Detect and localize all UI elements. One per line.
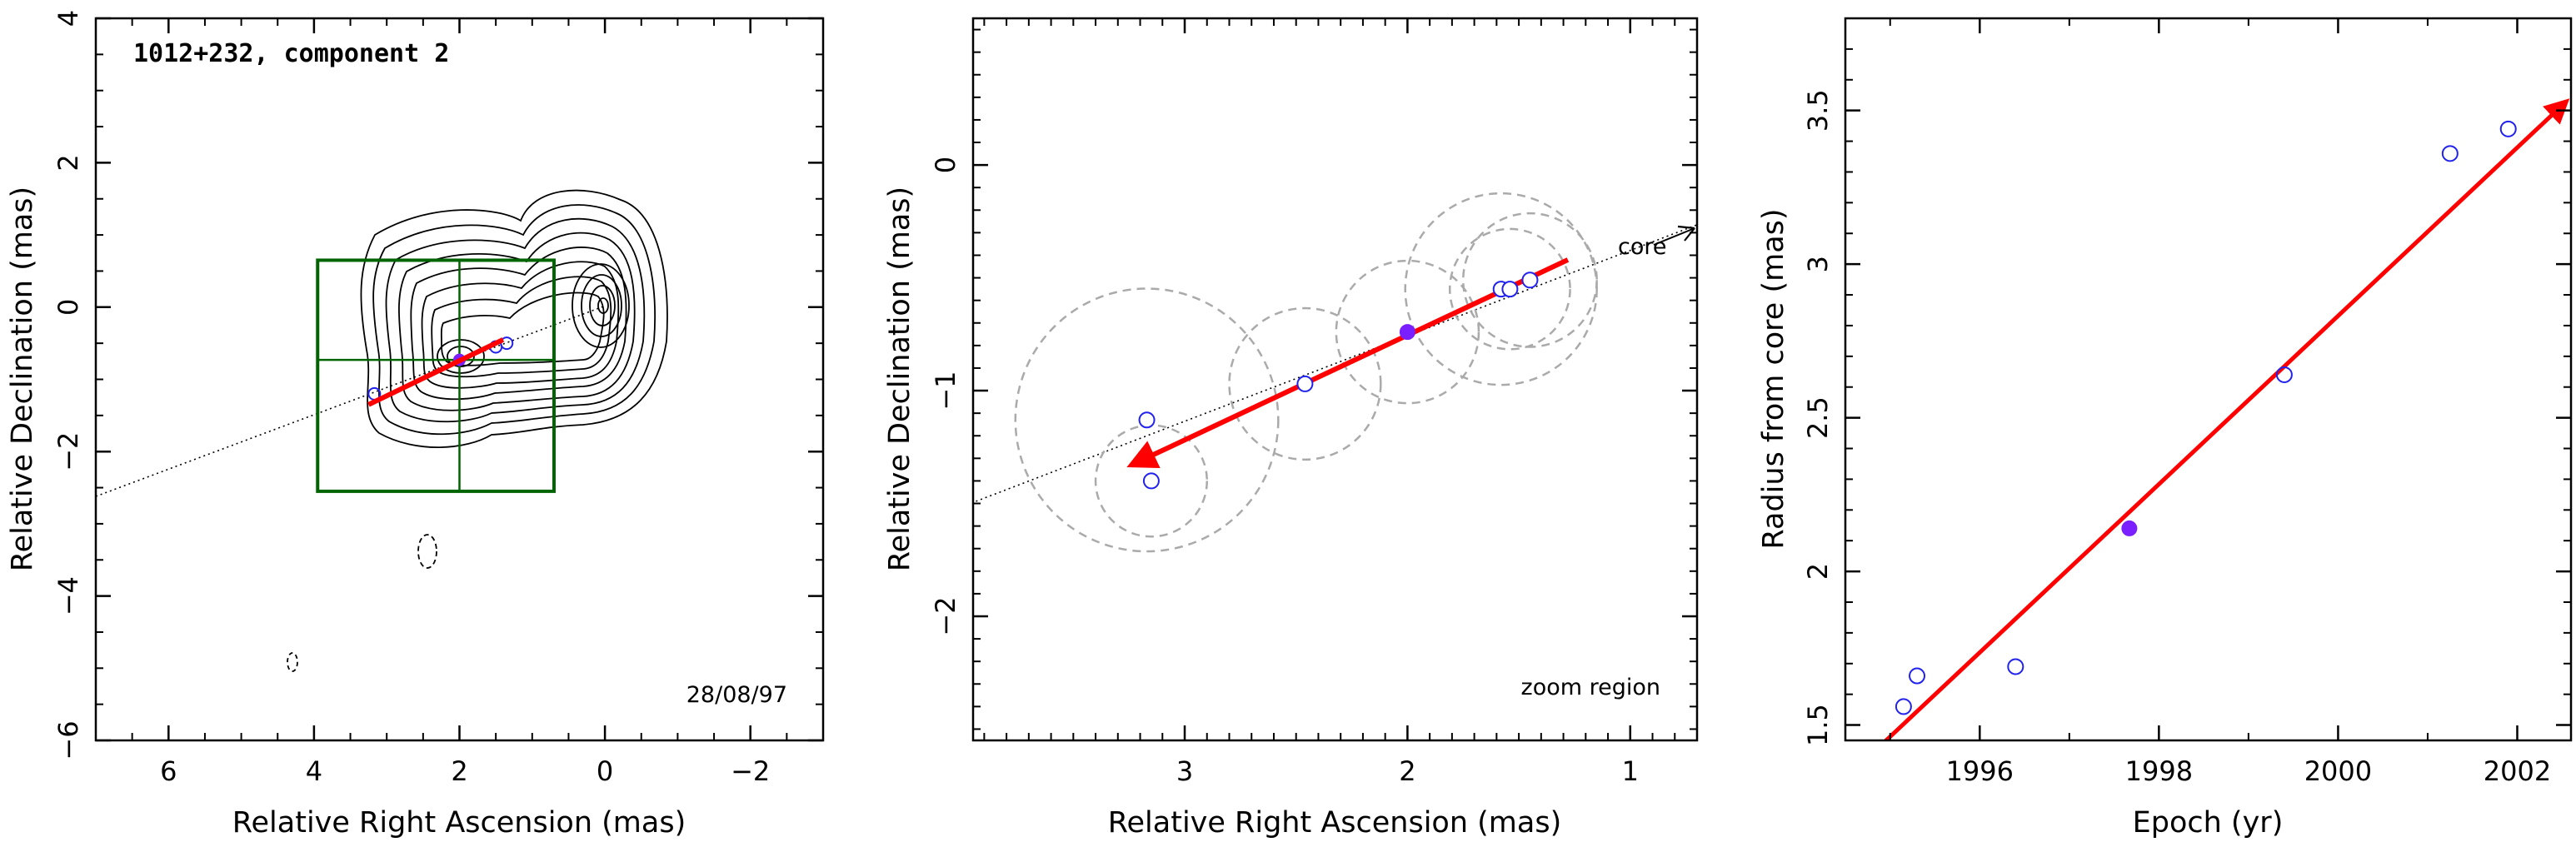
error-circle <box>1014 287 1280 553</box>
panel1-xtick-label: 6 <box>160 755 177 787</box>
panel3-xtick-label: 1996 <box>1946 755 2014 787</box>
contour-6 <box>421 261 620 389</box>
panel1-ytick-label: −2 <box>52 432 84 471</box>
contour-2 <box>372 204 656 436</box>
component-position-point <box>1296 375 1314 392</box>
contour-core-12 <box>597 297 609 314</box>
panel1-ytick-label: 2 <box>52 154 84 171</box>
panel3-xlabel: Epoch (yr) <box>2133 806 2284 840</box>
panel1-ytick-label: 0 <box>52 299 84 316</box>
panel2-xtick-label: 2 <box>1399 755 1415 787</box>
error-circle <box>1404 192 1598 386</box>
panel3-ytick-label: 2.5 <box>1802 396 1834 439</box>
panel2-xlabel: Relative Right Ascension (mas) <box>1108 806 1561 840</box>
panel3-ytick-label: 3.5 <box>1802 89 1834 132</box>
contour-7 <box>431 276 612 378</box>
radius-point <box>2441 145 2459 162</box>
line-of-motion <box>96 305 607 497</box>
zoom-box <box>316 258 556 493</box>
panel3-xtick-label: 1998 <box>2125 755 2193 787</box>
panel2-ylabel: Relative Declination (mas) <box>883 187 916 571</box>
error-circle <box>1335 259 1480 405</box>
panel1-xtick-label: 0 <box>597 755 613 787</box>
component-position-point <box>1501 281 1519 298</box>
core-label: core <box>1618 234 1666 260</box>
core-direction-arrow <box>1653 227 1695 246</box>
panel3-ytick-label: 1.5 <box>1802 704 1834 746</box>
panel2-ytick-label: −1 <box>930 371 961 410</box>
axes-frame-2 <box>971 17 1699 742</box>
radius-point <box>2275 366 2293 383</box>
radius-point <box>1909 667 1926 685</box>
fit-arrow <box>1883 98 2570 740</box>
contour-group <box>287 189 668 672</box>
panel1-ylabel: Relative Declination (mas) <box>6 187 39 571</box>
radius-point <box>1895 698 1912 715</box>
panel3-ytick-label: 3 <box>1802 256 1834 272</box>
panel3-xtick-label: 2000 <box>2304 755 2372 787</box>
contour-1 <box>360 189 668 449</box>
component-position-point <box>1138 411 1156 429</box>
panel1-xtick-label: 4 <box>306 755 322 787</box>
panel2-ytick-label: 0 <box>930 157 961 173</box>
line-of-motion <box>973 224 1697 504</box>
radius-point <box>2499 120 2517 137</box>
core-direction-arrowhead <box>1677 225 1695 242</box>
panel1-title: 1012+232, component 2 <box>133 39 449 68</box>
contour-jet-9 <box>437 339 485 374</box>
panel1-xlabel: Relative Right Ascension (mas) <box>232 806 686 840</box>
fit-arrow <box>367 337 505 407</box>
panel3-ylabel: Radius from core (mas) <box>1757 208 1790 549</box>
contour-4 <box>398 232 636 411</box>
panel1-date-annotation: 28/08/97 <box>686 682 787 708</box>
contour-3 <box>385 217 646 423</box>
negative-contour-1 <box>417 534 437 569</box>
panel1-ytick-label: 4 <box>52 10 84 27</box>
panel2-ytick-label: −2 <box>930 596 961 635</box>
radius-point <box>2007 658 2024 675</box>
component-position-point <box>1142 472 1160 490</box>
error-circle <box>1448 227 1571 351</box>
panel2-xtick-label: 1 <box>1622 755 1639 787</box>
panel3-xtick-label: 2002 <box>2484 755 2551 787</box>
panel-zoom-region: 3 2 1 −2 −1 0 core zoom region Relative Right… <box>883 17 1699 840</box>
panel3-ytick-label: 2 <box>1802 563 1834 580</box>
contour-core-11 <box>589 285 616 326</box>
contour-8 <box>440 291 605 366</box>
error-circle <box>1228 306 1382 461</box>
axes-frame-3 <box>1844 17 2573 742</box>
error-circle <box>1461 212 1598 348</box>
contour-5 <box>410 247 627 401</box>
panel-radius-vs-epoch: 1996 1998 2000 2002 1.5 2 2.5 3 3.5 Epoch (yr) R… <box>1757 17 2573 840</box>
panel-contour-map: 6 4 2 0 −2 −6 −4 −2 0 2 4 1012+232, component 2 28… <box>6 10 825 840</box>
contour-core-10 <box>581 274 622 337</box>
zoom-box-rect <box>316 258 556 493</box>
panel1-ytick-label: −4 <box>52 576 84 615</box>
contour-jet-10 <box>447 346 475 367</box>
component-position-point <box>1521 272 1539 289</box>
component-position-point-current <box>1399 324 1415 341</box>
panel1-xtick-label: −2 <box>731 755 770 787</box>
radius-point-current <box>2121 520 2138 536</box>
panel2-xtick-label: 3 <box>1176 755 1193 787</box>
contour-core-9 <box>572 263 630 348</box>
zoom-region-annotation: zoom region <box>1521 675 1660 700</box>
panel1-xtick-label: 2 <box>451 755 467 787</box>
negative-contour-2 <box>287 652 298 672</box>
panel1-ytick-label: −6 <box>52 720 84 760</box>
